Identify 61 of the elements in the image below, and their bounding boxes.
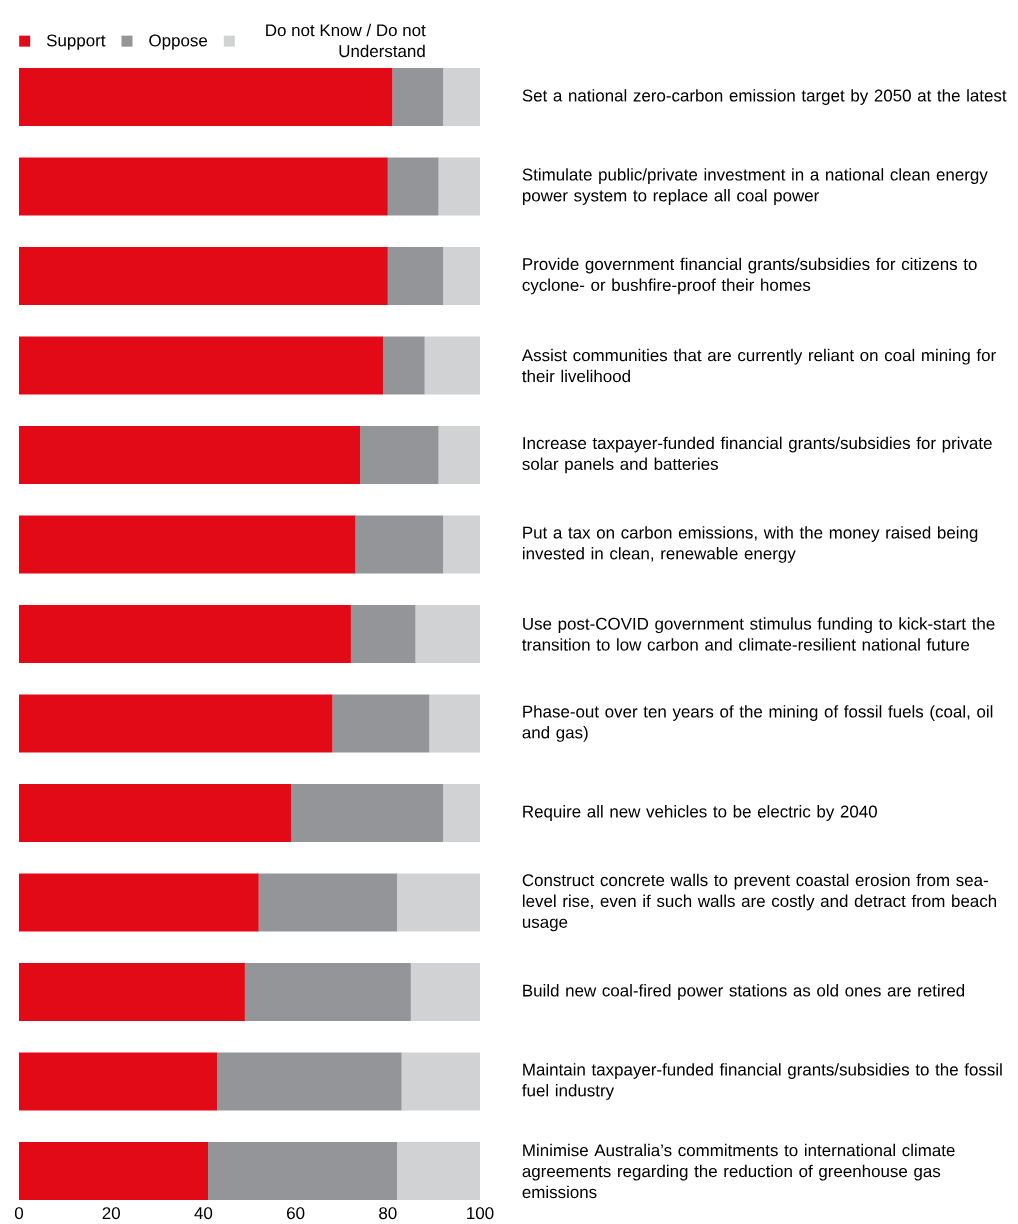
legend-label: Do not Know / Do not Understand [266, 23, 426, 58]
y-tick-label: Set a national zero-carbon emission target by 2050 at the latest [522, 89, 1007, 105]
bar [438, 157, 480, 216]
bar [19, 694, 333, 753]
bar [392, 68, 444, 127]
bar [397, 1141, 480, 1200]
bar [258, 873, 398, 932]
bar [217, 1052, 402, 1111]
bar [19, 157, 388, 216]
bar [387, 157, 439, 216]
bar [410, 963, 480, 1021]
legend-label: Oppose [149, 34, 208, 50]
bar [19, 1141, 209, 1200]
bar [429, 694, 480, 753]
bar [19, 426, 361, 485]
y-tick-label: Increase taxpayer-funded financial grants/subsidies for private solar panels and batteries [522, 436, 992, 474]
bar [401, 1052, 480, 1111]
bar [387, 247, 444, 306]
bar [19, 873, 259, 932]
x-tick-label: 80 [379, 1207, 397, 1220]
bar [19, 605, 351, 664]
bar [19, 68, 393, 127]
legend-label: Support [46, 34, 106, 50]
x-tick-label: 60 [287, 1207, 305, 1220]
y-tick-label: Build new coal-fired power stations as old ones are retired [523, 984, 965, 1000]
x-tick-label: 40 [194, 1207, 213, 1220]
bar [360, 426, 439, 485]
y-tick-label: Minimise Australia’s commitments to international climate agreements regarding the reduction of greenhouse gas emissions [522, 1143, 955, 1199]
y-tick-label: Put a tax on carbon emissions, with the money raised being invested in clean, renewable energy [522, 526, 978, 563]
bar [355, 515, 444, 574]
y-tick-label: Use post-COVID government stimulus funding to kick-start the transition to low carbon and climate-resilient national future [522, 617, 995, 651]
bar [19, 515, 356, 574]
bar [443, 68, 480, 127]
y-tick-label: Assist communities that are currently reliant on coal mining for their livelihood [521, 348, 996, 383]
bar [424, 336, 480, 395]
bar [19, 247, 388, 306]
y-tick-label: Maintain taxpayer-funded financial grants/subsidies to the fossil fuel industry [522, 1063, 1002, 1100]
bar [290, 784, 444, 842]
bar [208, 1141, 398, 1200]
bar [350, 605, 416, 664]
x-tick-label: 20 [102, 1207, 120, 1220]
x-tick-label: 0 [14, 1207, 24, 1220]
y-tick-label: Stimulate public/private investment in a national clean energy power system to replace all coal power [522, 168, 988, 205]
bar [438, 426, 480, 485]
y-tick-label: Phase-out over ten years of the mining of fossil fuels (coal, oil and gas) [522, 705, 993, 742]
bar [383, 336, 425, 395]
y-tick-label: Provide government financial grants/subsidies for citizens to cyclone- or bushfire-proof their homes [522, 257, 977, 295]
bar [19, 336, 384, 395]
x-tick-label: 100 [467, 1207, 494, 1220]
bar [415, 605, 480, 664]
bar [19, 1052, 218, 1111]
y-tick-label: Construct concrete walls to prevent coastal erosion from sea-level rise, even if such walls are costly and detract from beach usage [522, 873, 997, 932]
bar [443, 515, 480, 574]
bar [397, 873, 480, 932]
bar [244, 963, 411, 1021]
bar [19, 963, 245, 1021]
bar [332, 694, 430, 753]
bar [443, 784, 480, 842]
y-tick-label: Require all new vehicles to be electric by 2040 [523, 805, 877, 821]
bar [443, 247, 480, 306]
bar [19, 784, 291, 842]
